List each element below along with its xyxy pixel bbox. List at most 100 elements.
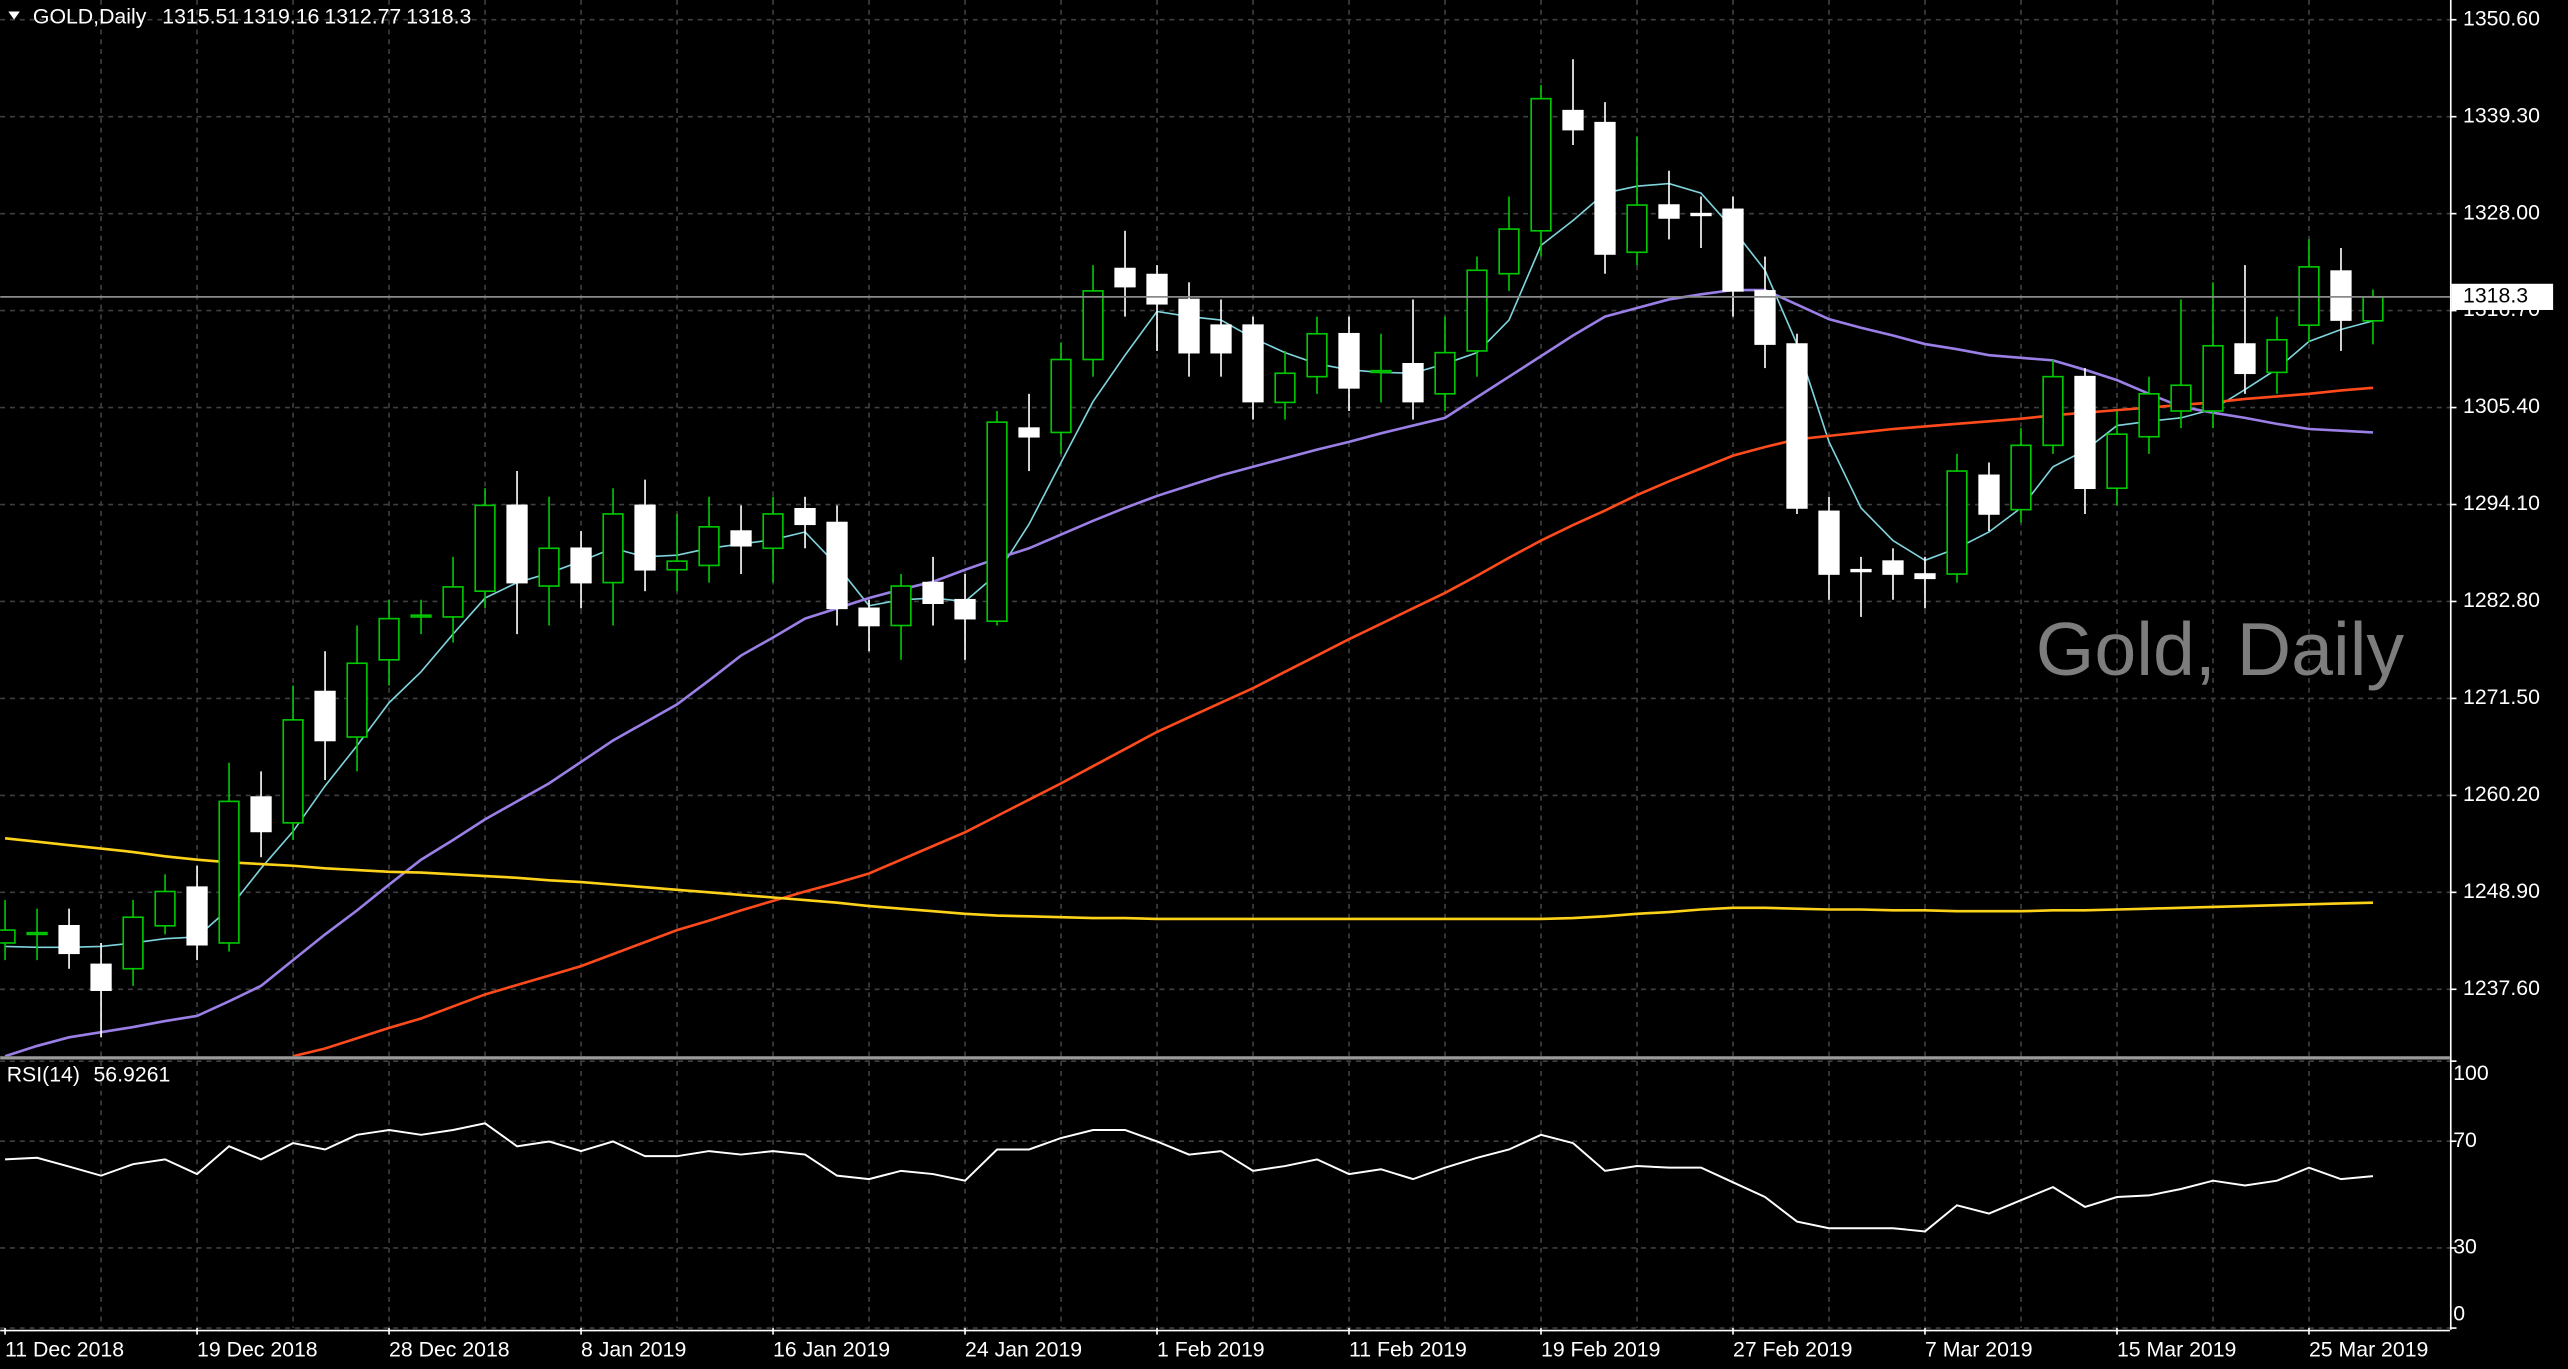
candle-body	[1946, 470, 1968, 575]
candle-body	[1594, 121, 1616, 255]
candle-body	[1658, 204, 1680, 219]
candle-body	[858, 607, 880, 627]
last-price-box	[2451, 283, 2554, 310]
x-tick-label: 7 Mar 2019	[1925, 1338, 2033, 1362]
header-high: 1319.16	[243, 5, 320, 29]
candle-body	[410, 614, 432, 618]
candle-body	[1210, 324, 1232, 354]
candle-body	[730, 530, 752, 547]
candle-body	[314, 690, 336, 742]
x-tick-label: 27 Feb 2019	[1733, 1338, 1852, 1362]
rsi-label: RSI(14)	[7, 1063, 80, 1087]
candle-body	[442, 586, 464, 618]
x-tick-label: 11 Feb 2019	[1349, 1338, 1467, 1362]
candle-body	[2362, 296, 2384, 322]
y-tick-label: 1294.10	[2463, 491, 2540, 515]
y-tick-label: 1271.50	[2463, 685, 2540, 709]
candle-body	[1786, 343, 1808, 509]
x-tick-label: 1 Feb 2019	[1157, 1338, 1265, 1362]
candle-body	[1914, 573, 1936, 580]
candle-body	[1050, 358, 1072, 434]
candle-body	[922, 581, 944, 605]
candle-body	[122, 916, 144, 970]
y-tick-label: 1350.60	[2463, 6, 2540, 30]
candle-body	[1722, 208, 1744, 292]
candle-body	[570, 547, 592, 584]
candle-body	[0, 929, 16, 944]
rsi-line	[5, 1122, 2374, 1233]
watermark: Gold, Daily	[2036, 607, 2405, 691]
rsi-tick-label: 100	[2453, 1061, 2488, 1085]
header-close: 1318.3	[406, 5, 471, 29]
last-price-label: 1318.3	[2463, 284, 2528, 308]
candle-body	[1146, 273, 1168, 305]
candle-body	[794, 507, 816, 526]
y-tick-label: 1260.20	[2463, 782, 2540, 806]
candle-body	[1402, 362, 1424, 403]
candle-body	[2170, 384, 2192, 412]
candle-body	[826, 521, 848, 610]
candle-body	[2042, 375, 2064, 447]
rsi-plot	[5, 1122, 2374, 1233]
y-tick-label: 1282.80	[2463, 588, 2540, 612]
candle-body	[2138, 393, 2160, 438]
candle-body	[346, 662, 368, 738]
candle-body	[602, 513, 624, 584]
candle-body	[890, 585, 912, 627]
candle-body	[1882, 560, 1904, 575]
moving-average	[4, 288, 2374, 1057]
x-tick-label: 15 Mar 2019	[2117, 1338, 2236, 1362]
candle-body	[1530, 97, 1552, 232]
y-tick-label: 1237.60	[2463, 976, 2540, 1000]
candle-body	[1242, 324, 1264, 403]
candle-body	[954, 598, 976, 620]
menu-triangle[interactable]	[8, 11, 20, 20]
candle-body	[538, 547, 560, 587]
x-tick-label: 24 Jan 2019	[965, 1338, 1082, 1362]
candle-body	[154, 890, 176, 927]
y-tick-label: 1328.00	[2463, 200, 2540, 224]
candle-body	[1978, 474, 2000, 515]
candle-body	[986, 421, 1008, 623]
candle-body	[1498, 228, 1520, 275]
candle-body	[1018, 427, 1040, 438]
candle-body	[506, 504, 528, 584]
candle-body	[26, 931, 48, 936]
candle-body	[2202, 344, 2224, 412]
candle-body	[474, 504, 496, 592]
x-tick-label: 8 Jan 2019	[581, 1338, 686, 1362]
header-low: 1312.77	[324, 5, 401, 29]
y-tick-label: 1248.90	[2463, 879, 2540, 903]
rsi-tick-label: 70	[2453, 1128, 2477, 1152]
candle-body	[378, 617, 400, 661]
candle-body	[1370, 369, 1392, 374]
candle-body	[2266, 338, 2288, 374]
candle-body	[1562, 109, 1584, 131]
candle-body	[2234, 343, 2256, 375]
rsi-tick-label: 30	[2453, 1235, 2477, 1259]
candle-body	[1274, 372, 1296, 404]
candle-body	[698, 526, 720, 567]
candle-body	[1626, 204, 1648, 254]
candle-body	[2074, 375, 2096, 490]
candle-body	[1306, 332, 1328, 378]
candle-body	[282, 719, 304, 824]
candle-body	[2106, 433, 2128, 490]
candle-body	[1818, 510, 1840, 575]
candle-body	[186, 886, 208, 946]
x-tick-label: 28 Dec 2018	[389, 1338, 510, 1362]
x-tick-label: 19 Dec 2018	[197, 1338, 318, 1362]
y-tick-label: 1305.40	[2463, 394, 2540, 418]
chart-title: GOLD,Daily	[33, 5, 147, 29]
rsi-tick-label: 0	[2453, 1302, 2465, 1326]
candle-body	[1690, 212, 1712, 217]
candle-body	[2330, 270, 2352, 321]
x-tick-label: 16 Jan 2019	[773, 1338, 890, 1362]
candle-body	[90, 963, 112, 991]
moving-average	[4, 836, 2374, 921]
candle-body	[250, 796, 272, 833]
candle-body	[1434, 351, 1456, 395]
candle-body	[1850, 568, 1872, 573]
